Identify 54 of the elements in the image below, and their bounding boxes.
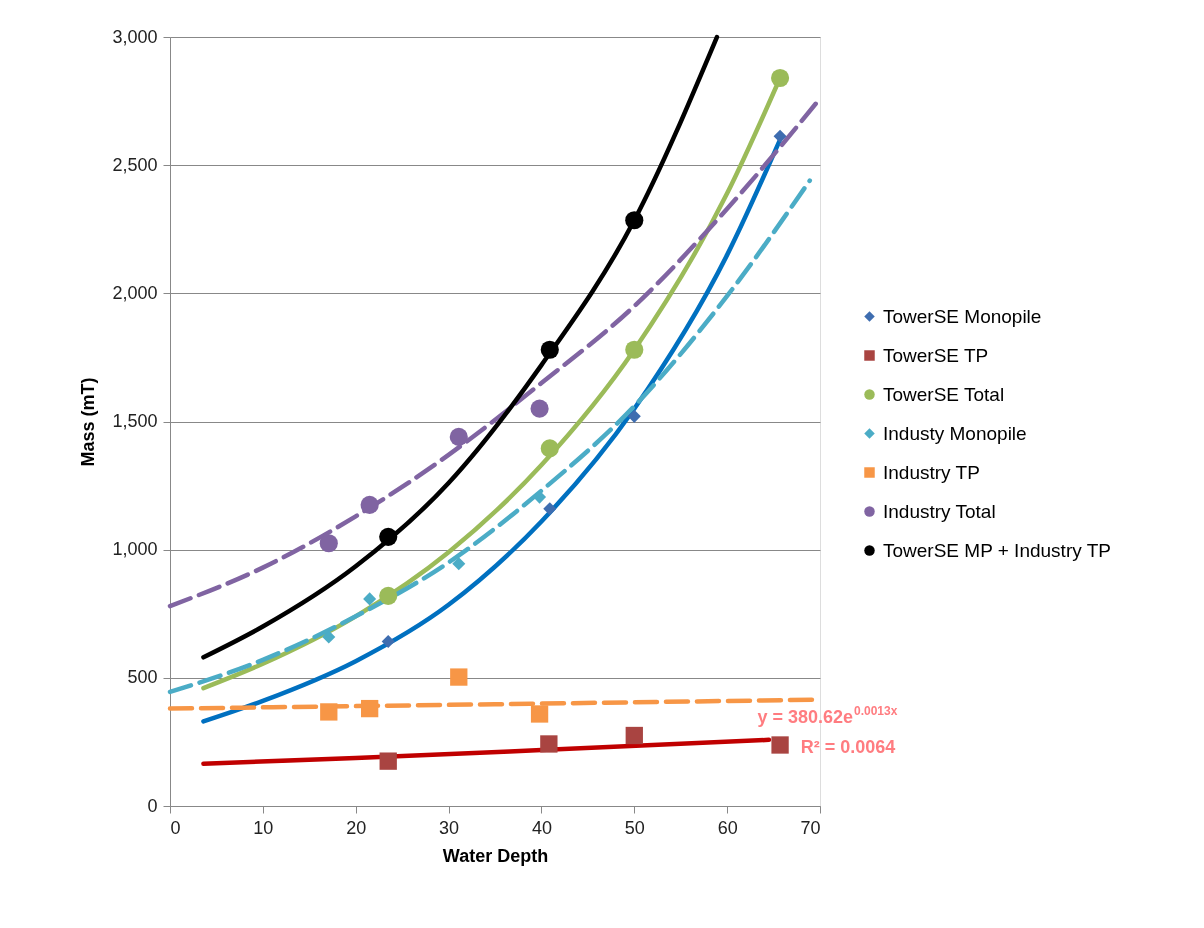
line-series — [201, 737, 772, 766]
y-tick-label: 2,500 — [112, 154, 158, 175]
point — [319, 534, 338, 553]
point — [379, 586, 398, 605]
legend-label: TowerSE Total — [883, 383, 1005, 405]
point — [320, 703, 338, 721]
point — [540, 735, 558, 753]
point — [360, 699, 379, 718]
point — [381, 634, 395, 648]
x-tick-label: 50 — [624, 817, 645, 838]
y-tick-label: 1,000 — [112, 539, 158, 560]
point — [625, 340, 644, 359]
point — [450, 668, 468, 686]
x-tick-label: 20 — [346, 817, 367, 838]
point — [530, 399, 549, 418]
legend-label: TowerSE Monopile — [883, 305, 1042, 327]
point — [771, 736, 789, 754]
y-tick-label: 500 — [127, 667, 158, 688]
point — [540, 439, 559, 458]
point — [379, 752, 397, 770]
y-tick-label: 0 — [147, 795, 158, 816]
line-series — [167, 178, 813, 695]
point — [770, 68, 790, 88]
x-tick-label: 60 — [717, 817, 738, 838]
x-tick-label: 0 — [170, 817, 181, 838]
point — [625, 726, 643, 745]
legend-label: TowerSE MP + Industry TP — [883, 539, 1111, 561]
point — [627, 409, 641, 423]
point — [322, 630, 336, 644]
line-series — [201, 34, 720, 660]
legend-label: Industry TP — [883, 461, 980, 483]
x-tick-label: 30 — [439, 817, 460, 838]
point — [360, 495, 379, 514]
point — [452, 557, 466, 571]
annotation: R² = 0.0064 — [800, 737, 896, 757]
legend-label: TowerSE TP — [883, 344, 989, 366]
point — [773, 129, 787, 143]
point — [379, 527, 398, 546]
point — [543, 502, 557, 516]
point — [449, 427, 468, 446]
legend-label: Industry Total — [883, 500, 996, 522]
y-tick-label: 3,000 — [112, 26, 158, 47]
x-tick-label: 10 — [253, 817, 274, 838]
y-axis-title: Mass (mT) — [78, 377, 99, 467]
x-axis-title: Water Depth — [442, 845, 549, 866]
x-tick-label: 40 — [531, 817, 552, 838]
point — [363, 592, 377, 606]
legend-label: Industy Monopile — [883, 422, 1027, 444]
x-tick-label: 70 — [800, 817, 821, 838]
y-tick-label: 2,000 — [112, 282, 158, 303]
point — [530, 705, 549, 723]
point — [540, 340, 559, 359]
point — [625, 211, 644, 230]
y-tick-label: 1,500 — [112, 411, 158, 431]
